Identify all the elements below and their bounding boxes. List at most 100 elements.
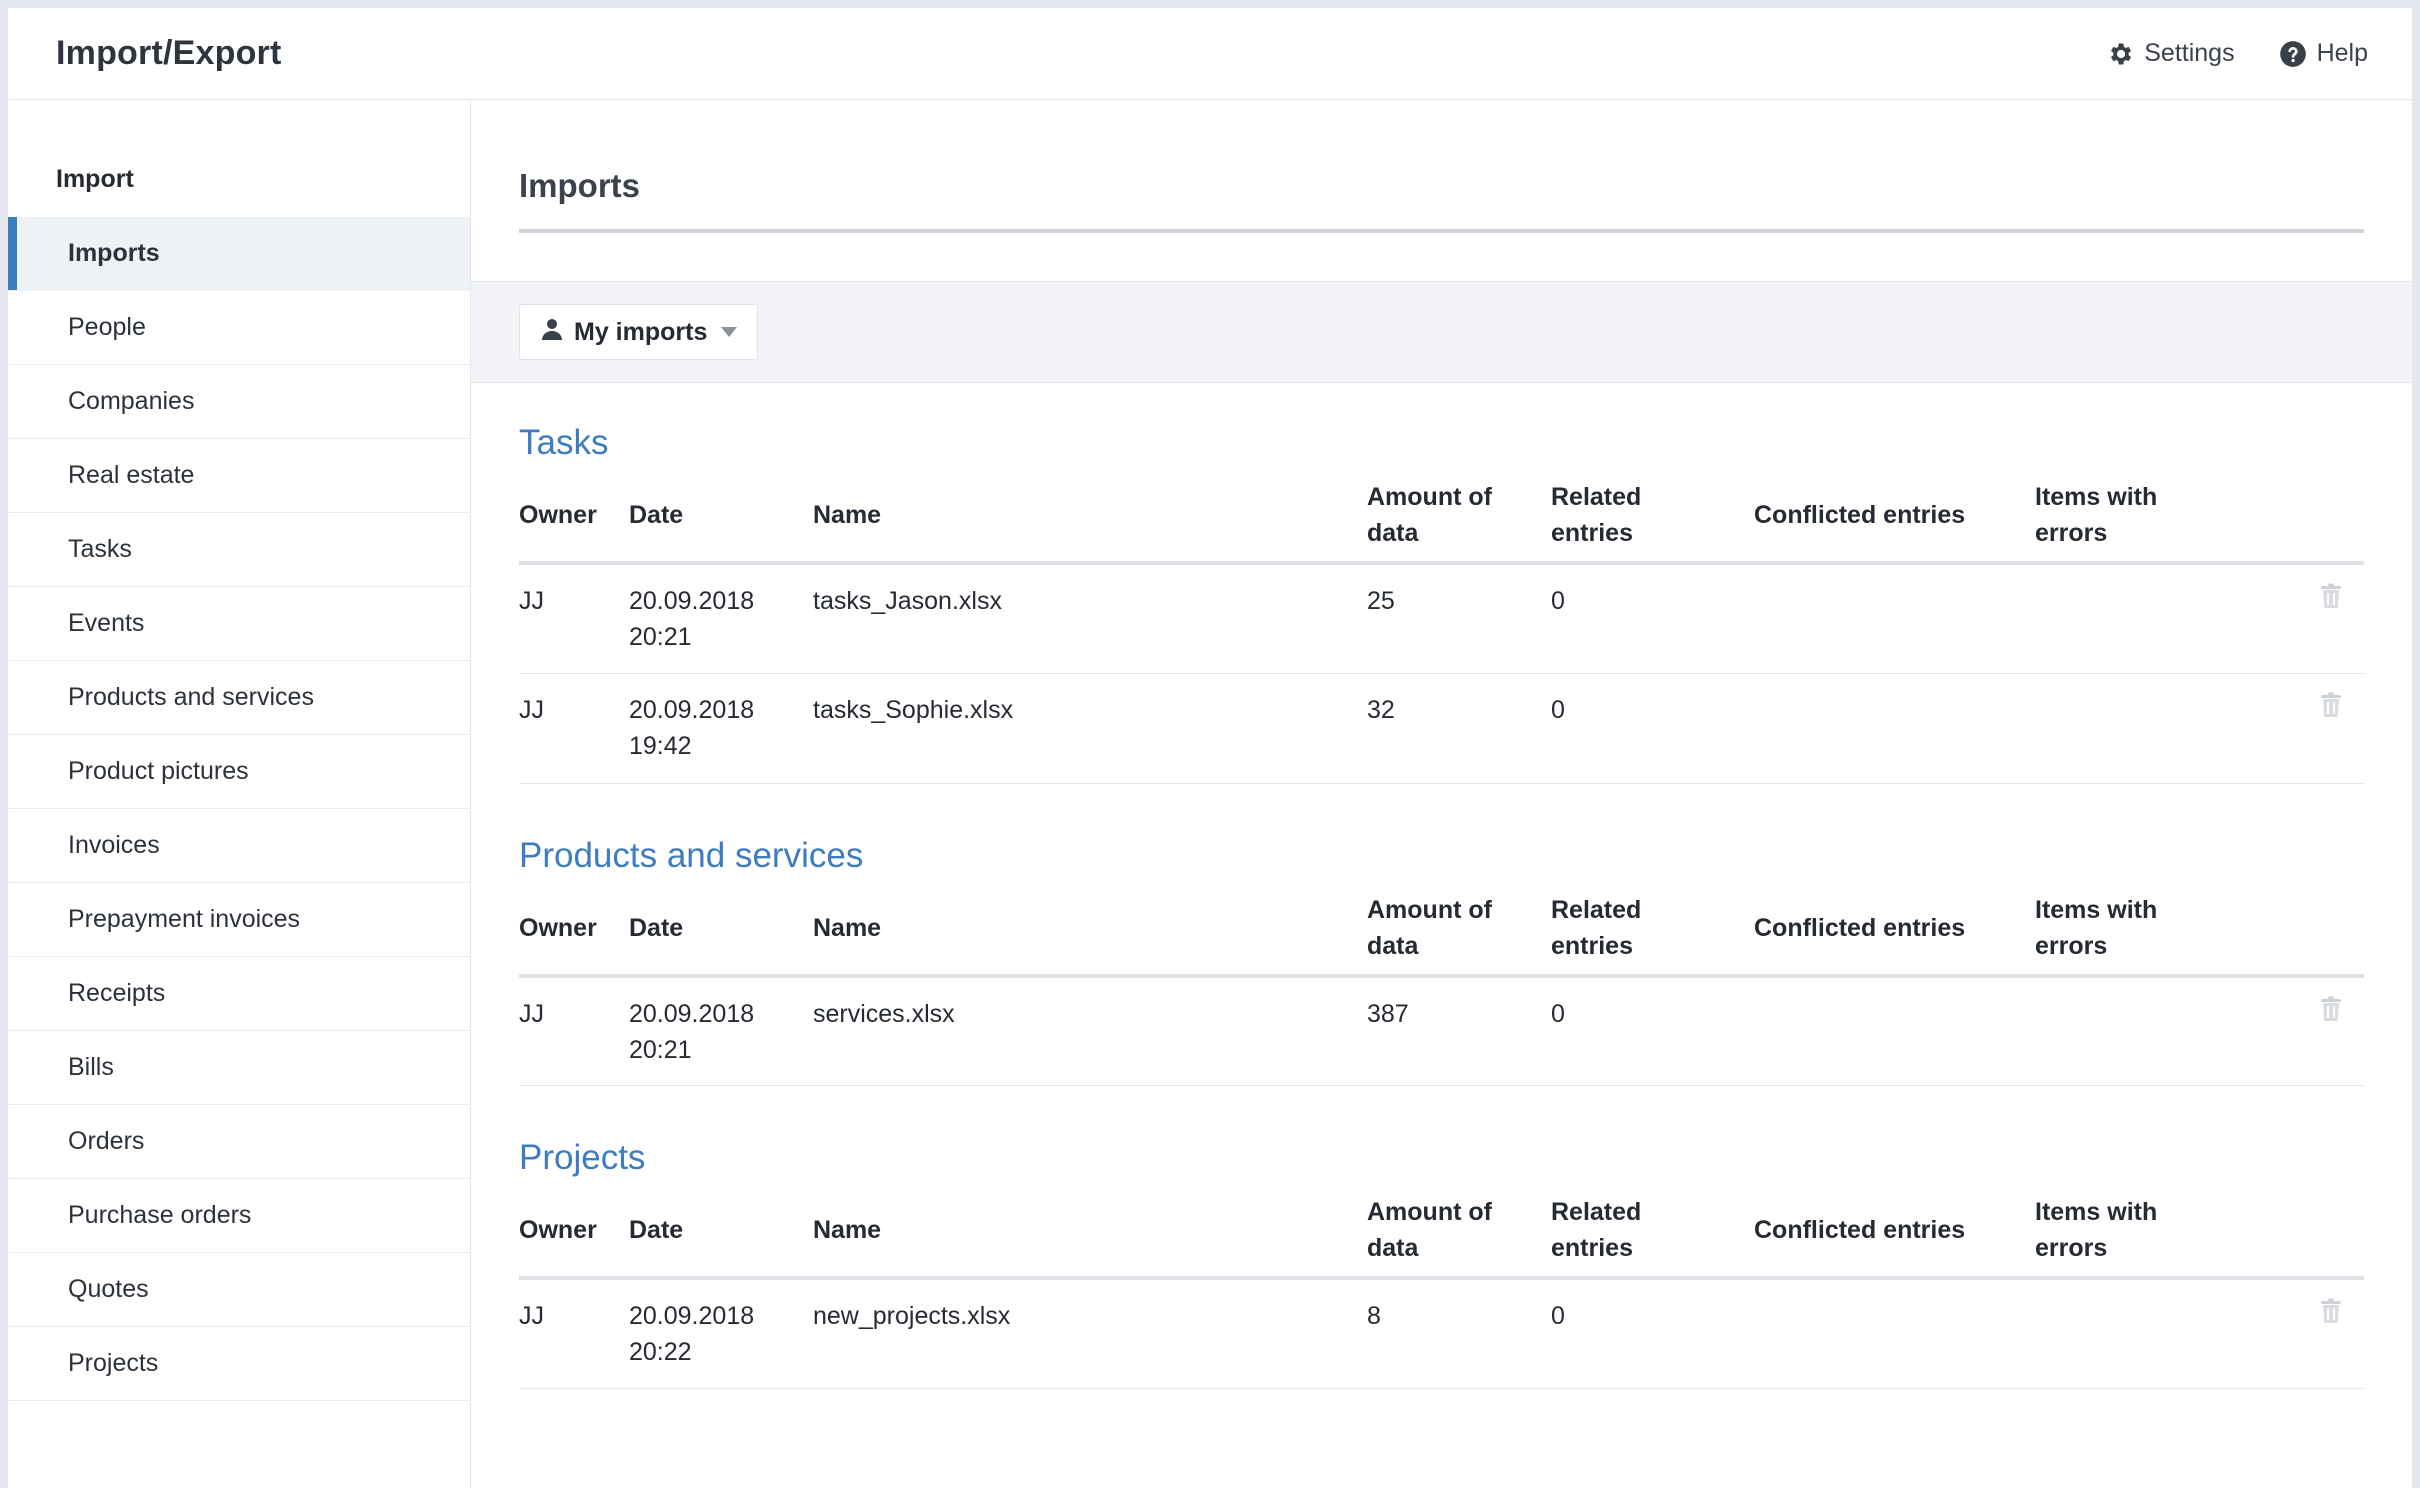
col-actions-header (2235, 891, 2364, 978)
col-owner-header[interactable]: Owner (519, 479, 629, 565)
sidebar-item-prepayment-invoices[interactable]: Prepayment invoices (8, 883, 470, 957)
import-section: Projects Owner Date Name Amount of data R… (519, 1138, 2364, 1389)
app-window: Import/Export Settings Help Import Impor… (8, 8, 2412, 1488)
import-sections: Tasks Owner Date Name Amount of data Rela… (471, 423, 2412, 1389)
table-header-row: Owner Date Name Amount of data Related ent… (519, 479, 2364, 565)
chevron-down-icon (721, 327, 738, 337)
col-amount-header[interactable]: Amount of data (1367, 1194, 1551, 1280)
imports-table: Owner Date Name Amount of data Related ent… (519, 891, 2364, 1086)
col-errors-header[interactable]: Items with errors (2035, 479, 2235, 565)
top-bar: Import/Export Settings Help (8, 8, 2412, 100)
col-actions-header (2235, 1194, 2364, 1280)
sidebar-item-people[interactable]: People (8, 291, 470, 365)
col-name-header[interactable]: Name (813, 479, 1367, 565)
top-actions: Settings Help (2106, 39, 2368, 68)
conflicted-cell (1754, 975, 2035, 1086)
amount-cell: 32 (1367, 673, 1551, 784)
col-conflicted-header[interactable]: Conflicted entries (1754, 479, 2035, 565)
import-section: Products and services Owner Date Name Am… (519, 835, 2364, 1086)
col-date-header[interactable]: Date (629, 1194, 813, 1280)
col-date-header[interactable]: Date (629, 891, 813, 978)
sidebar-item-projects[interactable]: Projects (8, 1327, 470, 1401)
my-imports-filter-button[interactable]: My imports (519, 304, 759, 360)
main-content: Imports My imports Tasks Owner (471, 101, 2412, 1488)
sidebar-item-orders[interactable]: Orders (8, 1105, 470, 1179)
related-cell: 0 (1551, 975, 1754, 1086)
file-name-cell: services.xlsx (813, 975, 1367, 1086)
errors-cell (2035, 563, 2235, 674)
page-title: Imports (519, 167, 2364, 233)
col-owner-header[interactable]: Owner (519, 891, 629, 978)
sidebar-nav: Imports People Companies Real estate Tas… (8, 217, 470, 1401)
app-title: Import/Export (56, 34, 282, 72)
sidebar-item-receipts[interactable]: Receipts (8, 957, 470, 1031)
sidebar-item-invoices[interactable]: Invoices (8, 809, 470, 883)
table-row[interactable]: JJ 20.09.2018 20:21 tasks_Jason.xlsx 25 0 (519, 563, 2364, 674)
sidebar-item-products-and-services[interactable]: Products and services (8, 661, 470, 735)
col-actions-header (2235, 479, 2364, 565)
help-button[interactable]: Help (2279, 39, 2368, 68)
col-name-header[interactable]: Name (813, 891, 1367, 978)
trash-icon[interactable] (2320, 692, 2342, 728)
section-title: Products and services (519, 835, 864, 875)
amount-cell: 8 (1367, 1278, 1551, 1389)
sidebar-item-imports[interactable]: Imports (8, 217, 470, 291)
sidebar-item-tasks[interactable]: Tasks (8, 513, 470, 587)
col-amount-header[interactable]: Amount of data (1367, 479, 1551, 565)
col-errors-header[interactable]: Items with errors (2035, 1194, 2235, 1280)
owner-cell: JJ (519, 975, 629, 1086)
sidebar-heading: Import (56, 165, 134, 193)
help-label: Help (2316, 39, 2368, 67)
conflicted-cell (1754, 1278, 2035, 1389)
col-related-header[interactable]: Related entries (1551, 1194, 1754, 1280)
owner-cell: JJ (519, 673, 629, 784)
owner-cell: JJ (519, 1278, 629, 1389)
date-cell: 20.09.2018 20:21 (629, 975, 813, 1086)
sidebar-item-bills[interactable]: Bills (8, 1031, 470, 1105)
col-owner-header[interactable]: Owner (519, 1194, 629, 1280)
conflicted-cell (1754, 563, 2035, 674)
table-row[interactable]: JJ 20.09.2018 20:22 new_projects.xlsx 8 0 (519, 1278, 2364, 1389)
actions-cell (2235, 673, 2364, 784)
col-name-header[interactable]: Name (813, 1194, 1367, 1280)
sidebar-item-companies[interactable]: Companies (8, 365, 470, 439)
sidebar-item-product-pictures[interactable]: Product pictures (8, 735, 470, 809)
trash-icon[interactable] (2320, 996, 2342, 1032)
table-row[interactable]: JJ 20.09.2018 20:21 services.xlsx 387 0 (519, 975, 2364, 1086)
settings-button[interactable]: Settings (2106, 39, 2235, 68)
col-date-header[interactable]: Date (629, 479, 813, 565)
col-errors-header[interactable]: Items with errors (2035, 891, 2235, 978)
col-related-header[interactable]: Related entries (1551, 479, 1754, 565)
question-circle-icon (2279, 40, 2307, 68)
col-conflicted-header[interactable]: Conflicted entries (1754, 891, 2035, 978)
errors-cell (2035, 1278, 2235, 1389)
actions-cell (2235, 1278, 2364, 1389)
app-body: Import Imports People Companies Real est… (8, 101, 2412, 1488)
filter-bar: My imports (471, 281, 2412, 383)
section-title: Tasks (519, 423, 609, 462)
import-section: Tasks Owner Date Name Amount of data Rela… (519, 423, 2364, 784)
table-header-row: Owner Date Name Amount of data Related ent… (519, 891, 2364, 978)
actions-cell (2235, 975, 2364, 1086)
sidebar-item-quotes[interactable]: Quotes (8, 1253, 470, 1327)
user-icon (540, 317, 564, 348)
errors-cell (2035, 975, 2235, 1086)
trash-icon[interactable] (2320, 583, 2342, 619)
table-row[interactable]: JJ 20.09.2018 19:42 tasks_Sophie.xlsx 32 0 (519, 673, 2364, 784)
table-header-row: Owner Date Name Amount of data Related ent… (519, 1194, 2364, 1280)
file-name-cell: new_projects.xlsx (813, 1278, 1367, 1389)
col-related-header[interactable]: Related entries (1551, 891, 1754, 978)
errors-cell (2035, 673, 2235, 784)
settings-label: Settings (2144, 39, 2235, 67)
filter-label: My imports (574, 317, 708, 346)
owner-cell: JJ (519, 563, 629, 674)
date-cell: 20.09.2018 20:21 (629, 563, 813, 674)
col-amount-header[interactable]: Amount of data (1367, 891, 1551, 978)
trash-icon[interactable] (2320, 1298, 2342, 1334)
sidebar-item-purchase-orders[interactable]: Purchase orders (8, 1179, 470, 1253)
sidebar-item-events[interactable]: Events (8, 587, 470, 661)
sidebar-item-real-estate[interactable]: Real estate (8, 439, 470, 513)
col-conflicted-header[interactable]: Conflicted entries (1754, 1194, 2035, 1280)
gear-icon (2106, 40, 2134, 68)
related-cell: 0 (1551, 1278, 1754, 1389)
